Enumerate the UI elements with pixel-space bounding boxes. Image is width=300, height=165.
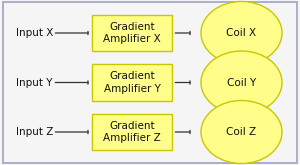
Text: Input Y: Input Y	[16, 78, 53, 87]
Text: Input Z: Input Z	[16, 127, 54, 137]
Ellipse shape	[201, 1, 282, 65]
Text: Gradient
Amplifier Y: Gradient Amplifier Y	[104, 71, 160, 94]
FancyBboxPatch shape	[92, 114, 172, 150]
Text: Coil X: Coil X	[226, 28, 256, 38]
FancyBboxPatch shape	[92, 64, 172, 101]
Ellipse shape	[201, 51, 282, 114]
Text: Input X: Input X	[16, 28, 54, 38]
Ellipse shape	[201, 100, 282, 164]
Text: Coil Z: Coil Z	[226, 127, 256, 137]
Text: Gradient
Amplifier Z: Gradient Amplifier Z	[103, 121, 161, 143]
Text: Coil Y: Coil Y	[227, 78, 256, 87]
FancyBboxPatch shape	[92, 15, 172, 51]
Text: Gradient
Amplifier X: Gradient Amplifier X	[103, 22, 161, 44]
